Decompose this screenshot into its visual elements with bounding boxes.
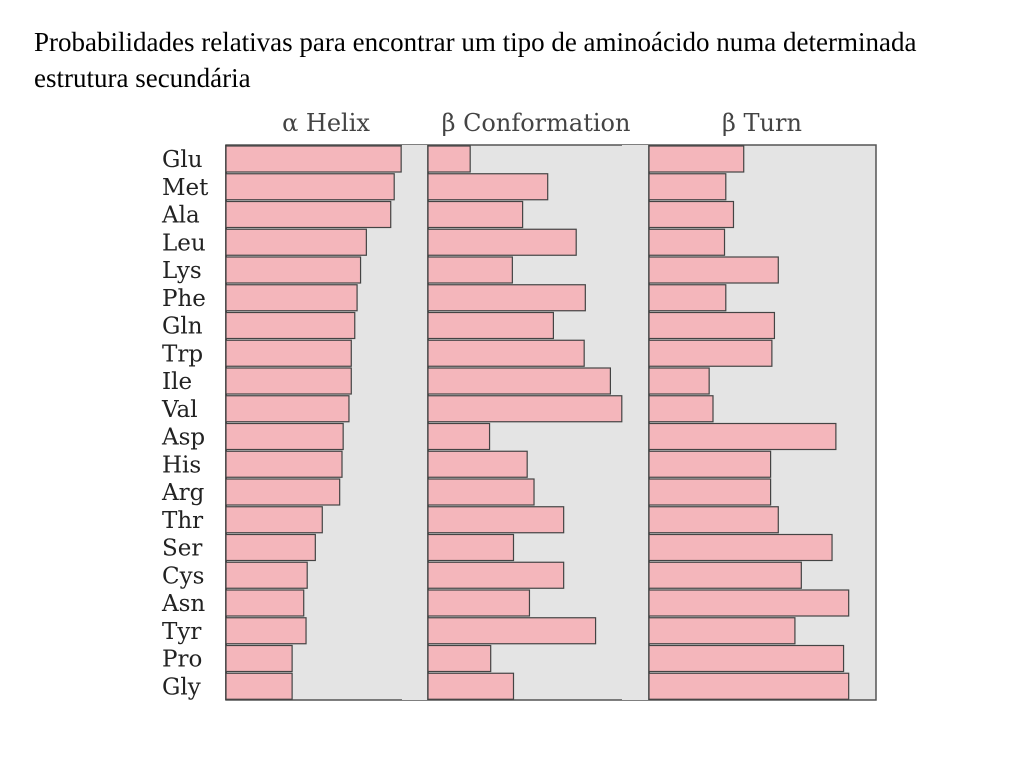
category-label: Thr xyxy=(162,508,203,534)
category-label: Lys xyxy=(162,258,202,284)
bar xyxy=(225,367,352,395)
bar xyxy=(427,311,555,340)
category-label: Ala xyxy=(161,203,200,229)
bar xyxy=(225,478,341,506)
category-label: Gln xyxy=(162,314,203,340)
chart-plot-background xyxy=(225,144,877,701)
category-label: Pro xyxy=(162,647,202,673)
bar xyxy=(427,395,623,423)
bar xyxy=(427,644,492,673)
bar xyxy=(648,339,773,367)
bar xyxy=(225,617,307,645)
bar xyxy=(427,284,586,312)
bar xyxy=(225,644,293,673)
bar xyxy=(427,367,611,395)
bar xyxy=(648,367,710,395)
bar xyxy=(648,672,850,700)
bar xyxy=(427,561,565,589)
bar xyxy=(225,589,305,617)
panel-gap-1 xyxy=(402,145,428,700)
category-label: Val xyxy=(161,397,198,423)
category-label: Leu xyxy=(162,230,206,256)
bar xyxy=(427,478,535,506)
bar xyxy=(427,450,528,478)
bar xyxy=(225,672,293,700)
series-header-2: β Conformation xyxy=(442,109,631,137)
bar xyxy=(427,228,577,256)
bar xyxy=(427,173,549,201)
bar xyxy=(427,672,515,700)
bar xyxy=(648,533,833,562)
category-label: Ile xyxy=(162,369,192,395)
bar xyxy=(225,256,362,284)
bar xyxy=(225,284,358,312)
bar xyxy=(648,200,735,229)
bar xyxy=(427,339,585,367)
bar xyxy=(225,228,367,256)
bar xyxy=(648,256,779,284)
category-label: Tyr xyxy=(162,619,201,645)
category-label: Asp xyxy=(161,425,205,451)
bar xyxy=(225,311,356,340)
category-label: Met xyxy=(162,175,209,201)
bar xyxy=(225,339,352,367)
bar xyxy=(225,395,350,423)
category-label: Asn xyxy=(161,591,205,617)
bar xyxy=(648,644,845,673)
bar xyxy=(427,533,515,562)
bar xyxy=(427,506,565,534)
bar xyxy=(648,478,772,506)
bar xyxy=(225,450,343,478)
bar xyxy=(648,561,802,589)
category-label: Cys xyxy=(162,563,204,589)
bar xyxy=(648,395,714,423)
bar xyxy=(225,200,392,229)
bar xyxy=(427,256,513,284)
bar xyxy=(427,589,531,617)
bar xyxy=(225,533,316,562)
bar xyxy=(648,311,776,340)
bar xyxy=(648,450,772,478)
category-label: Glu xyxy=(162,147,203,173)
bar xyxy=(648,506,779,534)
bar xyxy=(225,145,402,173)
bar xyxy=(648,589,850,617)
bar xyxy=(427,422,491,451)
panel-gap-2 xyxy=(622,145,649,700)
category-label: Gly xyxy=(162,674,201,700)
category-label: His xyxy=(162,452,201,478)
bar xyxy=(427,617,597,645)
slide-title: Probabilidades relativas para encontrar … xyxy=(34,27,917,93)
bar xyxy=(225,422,344,451)
bar xyxy=(648,617,796,645)
bar xyxy=(427,145,471,173)
bar xyxy=(225,561,308,589)
bar xyxy=(648,284,727,312)
bar xyxy=(648,173,727,201)
category-label: Trp xyxy=(162,341,203,367)
category-label: Arg xyxy=(161,480,205,506)
series-header-1: α Helix xyxy=(282,109,370,137)
series-header-3: β Turn xyxy=(722,109,802,137)
category-label: Ser xyxy=(162,536,202,562)
category-label: Phe xyxy=(162,286,206,312)
bar xyxy=(648,228,726,256)
bar xyxy=(648,422,837,451)
bar xyxy=(427,200,524,229)
bar xyxy=(225,173,395,201)
bar xyxy=(225,506,323,534)
bar xyxy=(648,145,745,173)
